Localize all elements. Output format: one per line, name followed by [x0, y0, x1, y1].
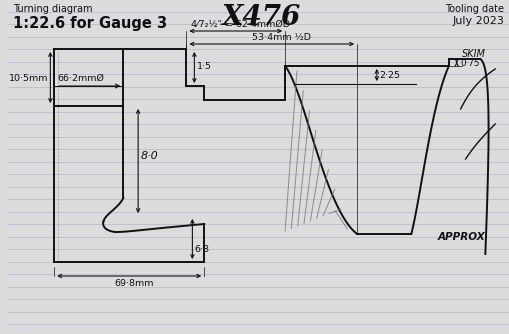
Text: 6·8: 6·8 — [194, 244, 209, 254]
Text: 8·0: 8·0 — [141, 151, 159, 161]
Text: 1·5: 1·5 — [197, 61, 212, 70]
Text: 4⁄7₂½" = 62·4mmØD: 4⁄7₂½" = 62·4mmØD — [191, 20, 290, 29]
Text: X476: X476 — [222, 4, 301, 31]
Text: 53·4mm ½D: 53·4mm ½D — [251, 33, 310, 42]
Text: Turning diagram: Turning diagram — [13, 4, 92, 14]
Text: 1:22.6 for Gauge 3: 1:22.6 for Gauge 3 — [13, 16, 167, 31]
Text: APPROX: APPROX — [438, 232, 485, 242]
Text: 66·2mmØ: 66·2mmØ — [57, 74, 104, 83]
Text: 69·8mm: 69·8mm — [115, 279, 154, 288]
Text: Tooling date: Tooling date — [445, 4, 504, 14]
Text: 2·25: 2·25 — [380, 70, 401, 79]
Text: 0·75: 0·75 — [461, 58, 480, 67]
Text: SKIM: SKIM — [462, 49, 485, 59]
Text: July 2023: July 2023 — [452, 16, 504, 26]
Text: 10·5mm: 10·5mm — [9, 73, 48, 82]
